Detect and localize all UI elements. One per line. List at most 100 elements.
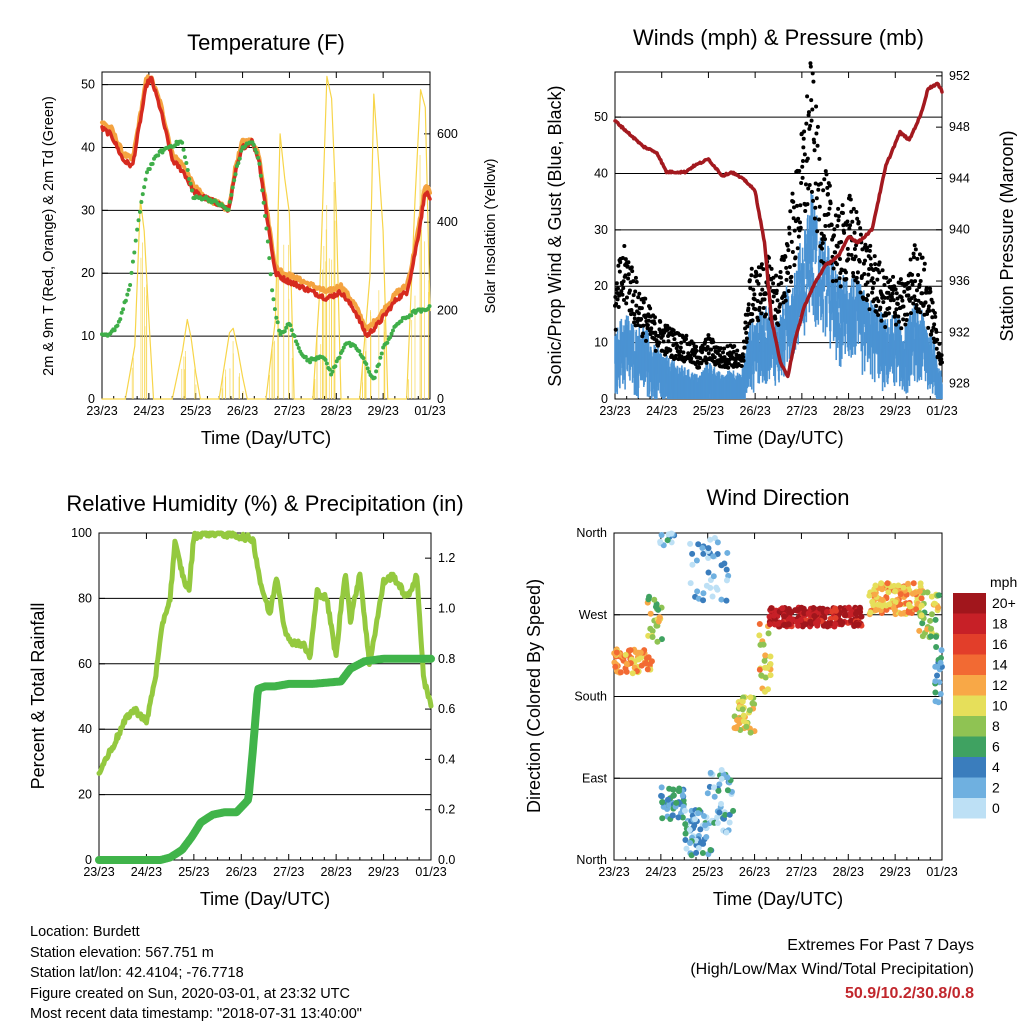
dewpoint-point <box>274 315 279 320</box>
direction-point <box>668 530 675 537</box>
gust-point <box>878 305 883 310</box>
dewpoint-point <box>125 292 130 297</box>
gust-point <box>624 301 629 306</box>
dewpoint-point <box>379 351 384 356</box>
direction-point <box>666 801 673 808</box>
direction-point <box>910 580 917 587</box>
direction-point <box>905 580 912 587</box>
dewpoint-point <box>147 167 152 172</box>
direction-point <box>845 604 852 611</box>
gust-point <box>755 299 760 304</box>
gust-point <box>813 205 818 210</box>
direction-point <box>935 592 942 599</box>
direction-point <box>885 589 892 596</box>
direction-point <box>726 819 733 826</box>
direction-point <box>693 849 700 856</box>
gust-point <box>810 107 815 112</box>
gust-point <box>806 186 811 191</box>
y2-tick-label: 944 <box>949 171 970 185</box>
direction-point <box>928 593 935 600</box>
direction-point <box>687 839 694 846</box>
gust-point <box>908 257 913 262</box>
station-location: Location: Burdett <box>30 924 140 940</box>
gust-point <box>928 286 933 291</box>
y-tick-label: 40 <box>81 140 95 154</box>
gust-point <box>849 252 854 257</box>
direction-point <box>613 649 620 656</box>
gust-point <box>901 304 906 309</box>
direction-point <box>905 609 912 616</box>
gust-point <box>851 274 856 279</box>
gust-point <box>832 227 837 232</box>
gust-point <box>926 304 931 309</box>
dewpoint-point <box>333 364 338 369</box>
x-axis-label: Time (Day/UTC) <box>713 428 843 448</box>
direction-point <box>707 769 714 776</box>
dewpoint-point <box>268 272 273 277</box>
y-axis-label: Direction (Colored By Speed) <box>524 579 544 813</box>
colorbar-label: 14 <box>992 657 1008 673</box>
direction-point <box>932 616 939 623</box>
gust-point <box>784 265 789 270</box>
direction-point <box>658 531 665 538</box>
dewpoint-point <box>184 160 189 165</box>
gust-point <box>856 219 861 224</box>
x-tick-label: 28/23 <box>833 404 864 418</box>
direction-point <box>670 792 677 799</box>
colorbar-title: mph <box>990 574 1017 590</box>
direction-point <box>749 700 756 707</box>
y-axis-label: 2m & 9m T (Red, Orange) & 2m Td (Green) <box>41 96 57 376</box>
direction-point <box>724 787 731 794</box>
gust-point <box>800 175 805 180</box>
direction-point <box>723 566 730 573</box>
gust-point <box>634 303 639 308</box>
gust-point <box>646 318 651 323</box>
dewpoint-point <box>361 356 366 361</box>
gust-point <box>800 164 805 169</box>
gust-point <box>777 309 782 314</box>
gust-point <box>756 318 761 323</box>
gust-point <box>817 204 822 209</box>
y-tick-label: 20 <box>594 279 608 293</box>
dewpoint-point <box>282 329 287 334</box>
gust-point <box>844 276 849 281</box>
gust-point <box>626 276 631 281</box>
gust-point <box>732 344 737 349</box>
dewpoint-point <box>132 250 137 255</box>
direction-point <box>656 614 663 621</box>
extremes-panel: Extremes For Past 7 Days (High/Low/Max W… <box>690 934 974 1006</box>
direction-point <box>710 553 717 560</box>
direction-point <box>928 625 935 632</box>
direction-point <box>935 604 942 611</box>
gust-point <box>857 259 862 264</box>
dewpoint-point <box>126 287 131 292</box>
gust-point <box>629 265 634 270</box>
direction-point <box>679 792 686 799</box>
y2-axis-label: Station Pressure (Maroon) <box>997 130 1017 341</box>
direction-point <box>692 816 699 823</box>
direction-point <box>638 662 645 669</box>
direction-point <box>872 582 879 589</box>
dewpoint-point <box>187 177 192 182</box>
direction-point <box>699 850 706 857</box>
dewpoint-point <box>427 304 432 309</box>
gust-point <box>836 218 841 223</box>
direction-point <box>655 606 662 613</box>
direction-point <box>699 544 706 551</box>
direction-point <box>723 829 730 836</box>
gust-point <box>840 203 845 208</box>
gust-point <box>932 322 937 327</box>
x-tick-label: 23/23 <box>598 865 629 879</box>
direction-point <box>760 641 767 648</box>
x-tick-label: 01/23 <box>926 865 957 879</box>
gust-point <box>791 199 796 204</box>
dewpoint-point <box>180 140 185 145</box>
gust-point <box>774 273 779 278</box>
gust-point <box>940 360 944 365</box>
x-axis-label: Time (Day/UTC) <box>713 889 843 909</box>
direction-point <box>649 627 656 634</box>
gust-point <box>823 237 828 242</box>
x-tick-label: 25/23 <box>692 865 723 879</box>
direction-point <box>739 698 746 705</box>
gust-point <box>895 301 900 306</box>
